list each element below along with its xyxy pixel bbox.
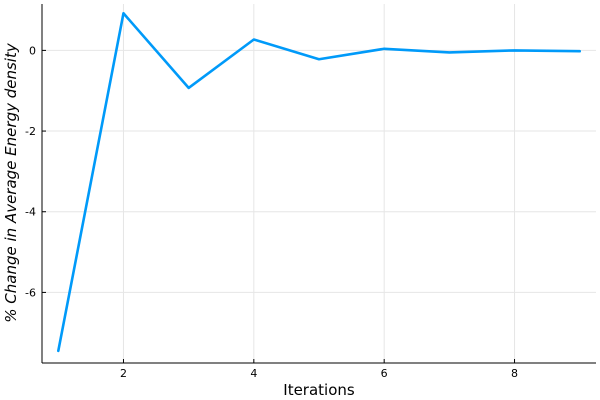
x-tick-label: 8: [511, 367, 518, 380]
grid: [42, 4, 596, 363]
y-tick-label: -6: [25, 286, 36, 299]
series-line: [56, 11, 582, 353]
y-ticks: 0 -2 -4 -6: [25, 44, 46, 299]
x-ticks: 2 4 6 8: [120, 359, 518, 380]
x-tick-label: 4: [250, 367, 257, 380]
y-tick-label: 0: [29, 44, 36, 57]
series-layer: [56, 11, 582, 353]
x-axis-label: Iterations: [283, 381, 355, 399]
y-axis-label: % Change in Average Energy density: [2, 42, 20, 323]
axes: [41, 4, 596, 364]
x-tick-label: 2: [120, 367, 127, 380]
x-tick-label: 6: [381, 367, 388, 380]
y-tick-label: -4: [25, 206, 36, 219]
y-tick-label: -2: [25, 125, 36, 138]
